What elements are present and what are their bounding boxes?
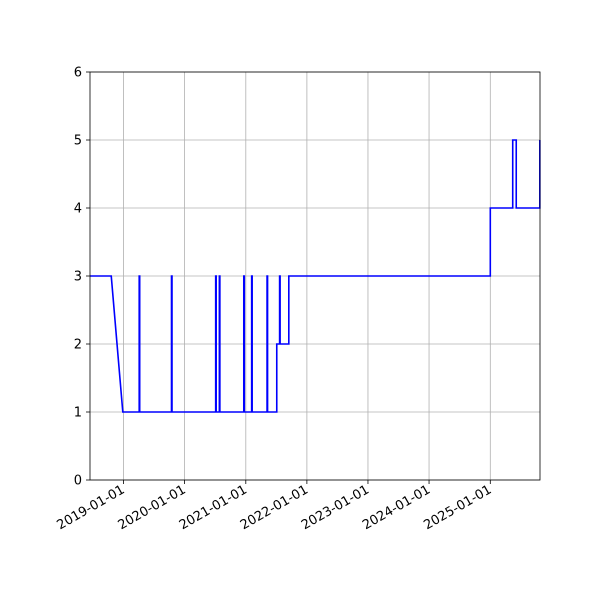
y-tick-label: 1 <box>74 406 82 421</box>
y-tick-label: 5 <box>74 134 82 149</box>
series-line <box>90 139 541 413</box>
y-tick-label: 2 <box>74 338 82 353</box>
plot-area <box>90 139 541 413</box>
y-tick-label: 3 <box>74 270 82 285</box>
y-tick-label: 4 <box>74 202 82 217</box>
y-tick-label: 6 <box>74 66 82 81</box>
y-tick-label: 0 <box>74 474 82 489</box>
